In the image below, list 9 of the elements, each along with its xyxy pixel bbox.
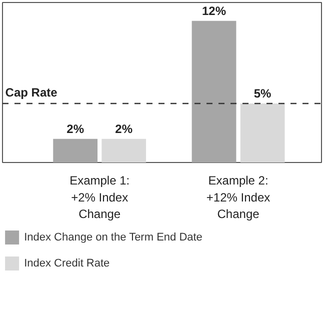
data-label: 2% [115,122,133,136]
x-tick-label: Example 1: +2% Index Change [70,174,130,222]
legend-label: Index Credit Rate [24,258,110,270]
ref-line-label: Cap Rate [5,86,58,100]
data-label: 12% [202,4,226,18]
data-label: 5% [254,86,272,101]
data-label: 2% [66,122,84,136]
legend-label: Index Change on the Term End Date [24,232,202,244]
x-tick-label: Example 2: +12% Index Change [206,174,270,222]
